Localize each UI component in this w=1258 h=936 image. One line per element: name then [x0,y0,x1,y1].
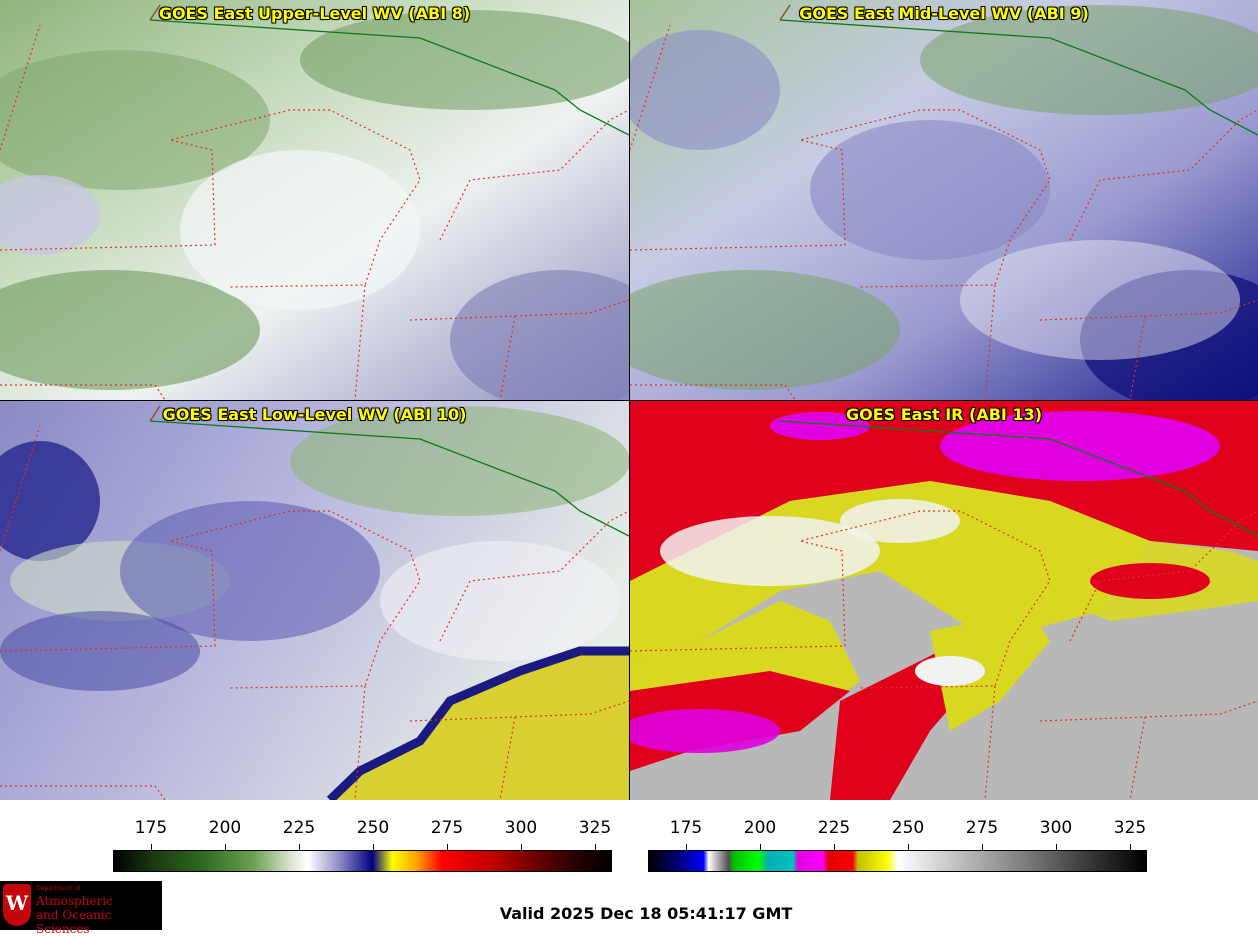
panel-divider-horizontal [0,400,1258,401]
mid-level-wv-image [630,0,1258,400]
ir-tick-mark [1056,844,1057,850]
ir-tick-mark [982,844,983,850]
wv-tick-mark [521,844,522,850]
panel-title: GOES East IR (ABI 13) [845,405,1043,424]
ir-tick-mark [908,844,909,850]
wv-tick-label: 300 [504,818,538,838]
ir-tick-mark [686,844,687,850]
wv-tick-mark [447,844,448,850]
ir-tick-label: 175 [669,818,703,838]
aos-logo: W Department of Atmospheric and Oceanic … [0,881,162,936]
ir-tick-mark [1130,844,1131,850]
ir-tick-mark [760,844,761,850]
wv-colorbar [113,850,612,872]
panel-title: GOES East Upper-Level WV (ABI 8) [158,4,471,23]
wv-tick-mark [595,844,596,850]
wv-tick-label: 250 [356,818,390,838]
ir-image [630,401,1258,800]
ir-tick-mark [834,844,835,850]
wv-tick-mark [151,844,152,850]
panel-title: GOES East Mid-Level WV (ABI 9) [799,4,1089,23]
wv-tick-mark [373,844,374,850]
upper-level-wv-panel: GOES East Upper-Level WV (ABI 8) [0,0,629,400]
ir-panel: GOES East IR (ABI 13) [630,401,1258,800]
wv-tick-label: 325 [578,818,612,838]
ir-tick-label: 200 [743,818,777,838]
panel-title: GOES East Low-Level WV (ABI 10) [162,405,467,424]
ir-tick-label: 325 [1113,818,1147,838]
upper-level-wv-image [0,0,629,400]
low-level-wv-panel: GOES East Low-Level WV (ABI 10) [0,401,629,800]
mid-level-wv-panel: GOES East Mid-Level WV (ABI 9) [630,0,1258,400]
wv-tick-label: 225 [282,818,316,838]
valid-time: Valid 2025 Dec 18 05:41:17 GMT [499,904,793,923]
uw-shield-icon [3,884,31,926]
ir-tick-label: 300 [1039,818,1073,838]
wv-tick-label: 175 [134,818,168,838]
low-level-wv-image [0,401,629,800]
wv-tick-mark [299,844,300,850]
logo-department-text: Department of [36,885,81,892]
logo-line-1: Atmospheric [36,894,113,908]
wv-tick-label: 275 [430,818,464,838]
wv-tick-mark [225,844,226,850]
ir-tick-label: 250 [891,818,925,838]
ir-colorbar [648,850,1147,872]
wv-tick-label: 200 [208,818,242,838]
ir-tick-label: 275 [965,818,999,838]
uw-w-icon: W [5,891,29,915]
ir-tick-label: 225 [817,818,851,838]
